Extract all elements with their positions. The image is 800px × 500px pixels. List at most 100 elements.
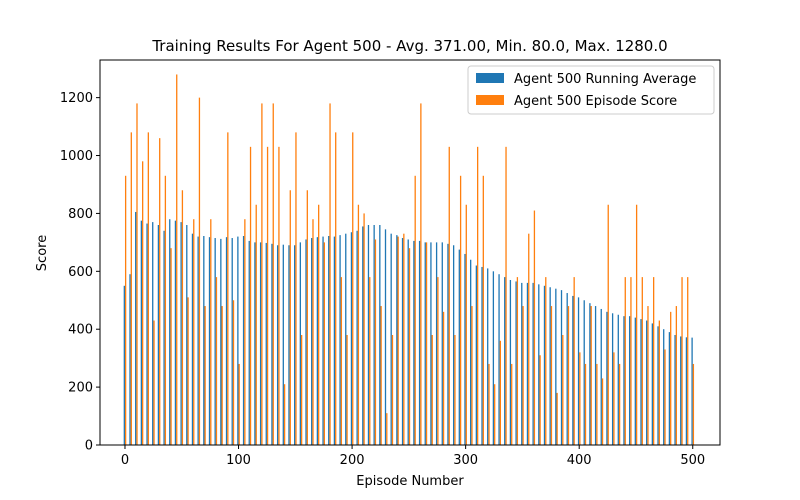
bar-running-average <box>356 230 358 445</box>
bar-running-average <box>401 238 404 445</box>
bar-running-average <box>663 329 665 445</box>
bar-running-average <box>668 332 671 445</box>
bar-episode-score <box>425 242 428 445</box>
bar-episode-score <box>312 219 314 445</box>
bar-episode-score <box>306 190 308 445</box>
bar-episode-score <box>136 103 138 446</box>
bar-running-average <box>328 236 330 445</box>
bar-episode-score <box>658 320 660 445</box>
bar-running-average <box>543 285 546 445</box>
bar-episode-score <box>221 306 223 445</box>
bar-running-average <box>373 225 375 445</box>
bar-episode-score <box>357 204 360 445</box>
bar-running-average <box>203 236 205 445</box>
bar-running-average <box>237 236 239 445</box>
bar-episode-score <box>153 320 155 445</box>
y-tick-label: 400 <box>68 323 93 338</box>
bar-episode-score <box>539 355 541 445</box>
bar-running-average <box>628 316 631 445</box>
bar-running-average <box>146 223 148 445</box>
bar-episode-score <box>386 413 388 445</box>
bar-running-average <box>572 295 574 445</box>
bar-episode-score <box>397 236 399 445</box>
legend-label: Agent 500 Episode Score <box>514 94 677 109</box>
bar-episode-score <box>380 306 382 445</box>
bar-episode-score <box>204 306 206 445</box>
bar-running-average <box>430 242 432 445</box>
bar-running-average <box>538 284 540 445</box>
bar-episode-score <box>670 311 672 445</box>
bar-episode-score <box>545 277 547 445</box>
y-tick-label: 800 <box>68 207 93 222</box>
bar-running-average <box>549 287 551 445</box>
bar-running-average <box>504 277 506 445</box>
legend-box <box>467 65 715 115</box>
bar-episode-score <box>391 335 394 445</box>
x-tick-label: 400 <box>567 453 592 468</box>
bar-episode-score <box>232 300 235 445</box>
bar-running-average <box>492 271 495 445</box>
bar-episode-score <box>505 146 507 445</box>
x-tick-label: 300 <box>453 453 478 468</box>
bar-episode-score <box>431 335 433 445</box>
bar-running-average <box>259 242 262 445</box>
bar-running-average <box>197 236 199 445</box>
bar-episode-score <box>403 233 405 445</box>
x-tick-label: 500 <box>680 453 705 468</box>
bar-running-average <box>129 274 131 445</box>
bar-episode-score <box>244 219 246 445</box>
bar-running-average <box>214 238 216 445</box>
bar-episode-score <box>499 340 502 445</box>
bar-running-average <box>555 288 557 445</box>
bar-episode-score <box>352 132 354 445</box>
bar-episode-score <box>363 213 365 445</box>
bar-episode-score <box>283 384 286 445</box>
bar-running-average <box>413 240 415 445</box>
bar-running-average <box>220 238 222 445</box>
bar-episode-score <box>318 204 320 445</box>
bar-episode-score <box>323 242 325 445</box>
bar-running-average <box>577 297 580 445</box>
bar-running-average <box>191 233 194 445</box>
legend-swatch <box>476 73 504 83</box>
bar-running-average <box>345 233 347 445</box>
bar-episode-score <box>130 132 132 445</box>
bar-episode-score <box>687 277 689 445</box>
bar-episode-score <box>164 175 167 446</box>
bar-episode-score <box>278 146 280 445</box>
bar-running-average <box>487 268 489 445</box>
bar-running-average <box>333 236 336 445</box>
bar-episode-score <box>630 277 632 445</box>
bar-episode-score <box>159 138 161 445</box>
bar-running-average <box>600 308 602 445</box>
bar-episode-score <box>142 161 144 445</box>
bar-running-average <box>248 240 250 445</box>
bar-episode-score <box>255 204 257 445</box>
bar-running-average <box>560 290 563 445</box>
bar-episode-score <box>528 233 530 445</box>
bar-running-average <box>367 225 370 445</box>
x-tick-label: 100 <box>226 453 251 468</box>
bar-episode-score <box>653 277 655 445</box>
chart-title: Training Results For Agent 500 - Avg. 37… <box>151 37 667 55</box>
bar-running-average <box>435 242 438 445</box>
bar-episode-score <box>550 306 553 445</box>
bar-episode-score <box>556 392 558 445</box>
bar-episode-score <box>471 306 473 445</box>
bar-episode-score <box>618 363 621 445</box>
bar-running-average <box>464 253 466 445</box>
bar-running-average <box>617 314 619 445</box>
bar-running-average <box>640 319 642 445</box>
bar-episode-score <box>249 146 252 445</box>
bar-episode-score <box>272 103 274 446</box>
bar-running-average <box>384 229 387 445</box>
x-axis-label: Episode Number <box>356 474 464 489</box>
bar-running-average <box>152 222 154 445</box>
bar-running-average <box>452 245 455 445</box>
bar-running-average <box>441 242 443 445</box>
bar-episode-score <box>187 297 189 445</box>
bar-running-average <box>231 238 233 445</box>
bar-running-average <box>174 220 177 445</box>
bar-episode-score <box>647 306 649 445</box>
y-axis-label: Score <box>35 235 50 271</box>
